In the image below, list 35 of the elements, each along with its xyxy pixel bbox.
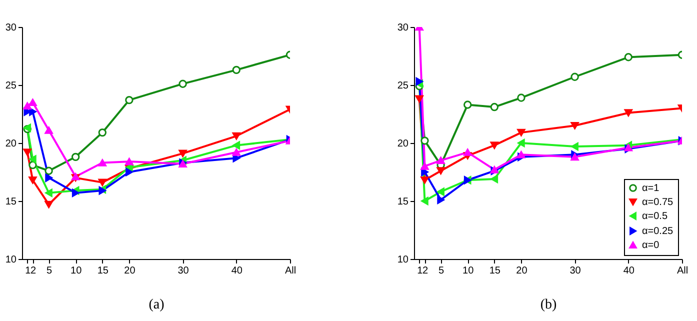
x-tick-label: 20 xyxy=(124,266,136,276)
x-tick-label: 15 xyxy=(489,266,501,276)
x-tick-label: 30 xyxy=(178,266,190,276)
y-tick-label: 25 xyxy=(5,80,17,92)
x-tick-label: 5 xyxy=(46,266,53,276)
y-tick-label: 10 xyxy=(5,254,17,266)
x-tick-label: 40 xyxy=(623,266,635,276)
x-tick-label: 2 xyxy=(30,266,36,276)
y-tick-label: 30 xyxy=(5,22,17,34)
legend-label: α=0 xyxy=(642,240,660,251)
x-tick-label: 2 xyxy=(422,266,428,276)
x-tick-label: 15 xyxy=(97,266,109,276)
x-axis-title: (a) xyxy=(148,298,165,312)
x-tick-label: 1 xyxy=(417,266,424,276)
x-tick-label: 10 xyxy=(70,266,82,276)
x-tick-label: All xyxy=(284,266,296,276)
legend-label: α=0.5 xyxy=(642,211,668,222)
x-tick-label: 40 xyxy=(231,266,243,276)
y-tick-label: 25 xyxy=(397,80,409,92)
x-tick-label: 1 xyxy=(25,266,32,276)
x-axis-title: (b) xyxy=(540,298,557,312)
x-tick-label: 5 xyxy=(438,266,445,276)
legend-label: α=1 xyxy=(642,183,660,194)
x-tick-label: 10 xyxy=(462,266,474,276)
y-tick-label: 20 xyxy=(5,138,17,150)
y-tick-label: 15 xyxy=(5,196,17,208)
legend-label: α=0.75 xyxy=(642,197,674,208)
legend-label: α=0.25 xyxy=(642,226,674,237)
y-tick-label: 10 xyxy=(397,254,409,266)
y-tick-label: 20 xyxy=(397,138,409,150)
y-tick-label: 15 xyxy=(397,196,409,208)
x-tick-label: All xyxy=(676,266,688,276)
x-tick-label: 30 xyxy=(570,266,582,276)
y-tick-label: 30 xyxy=(397,22,409,34)
x-tick-label: 20 xyxy=(516,266,528,276)
